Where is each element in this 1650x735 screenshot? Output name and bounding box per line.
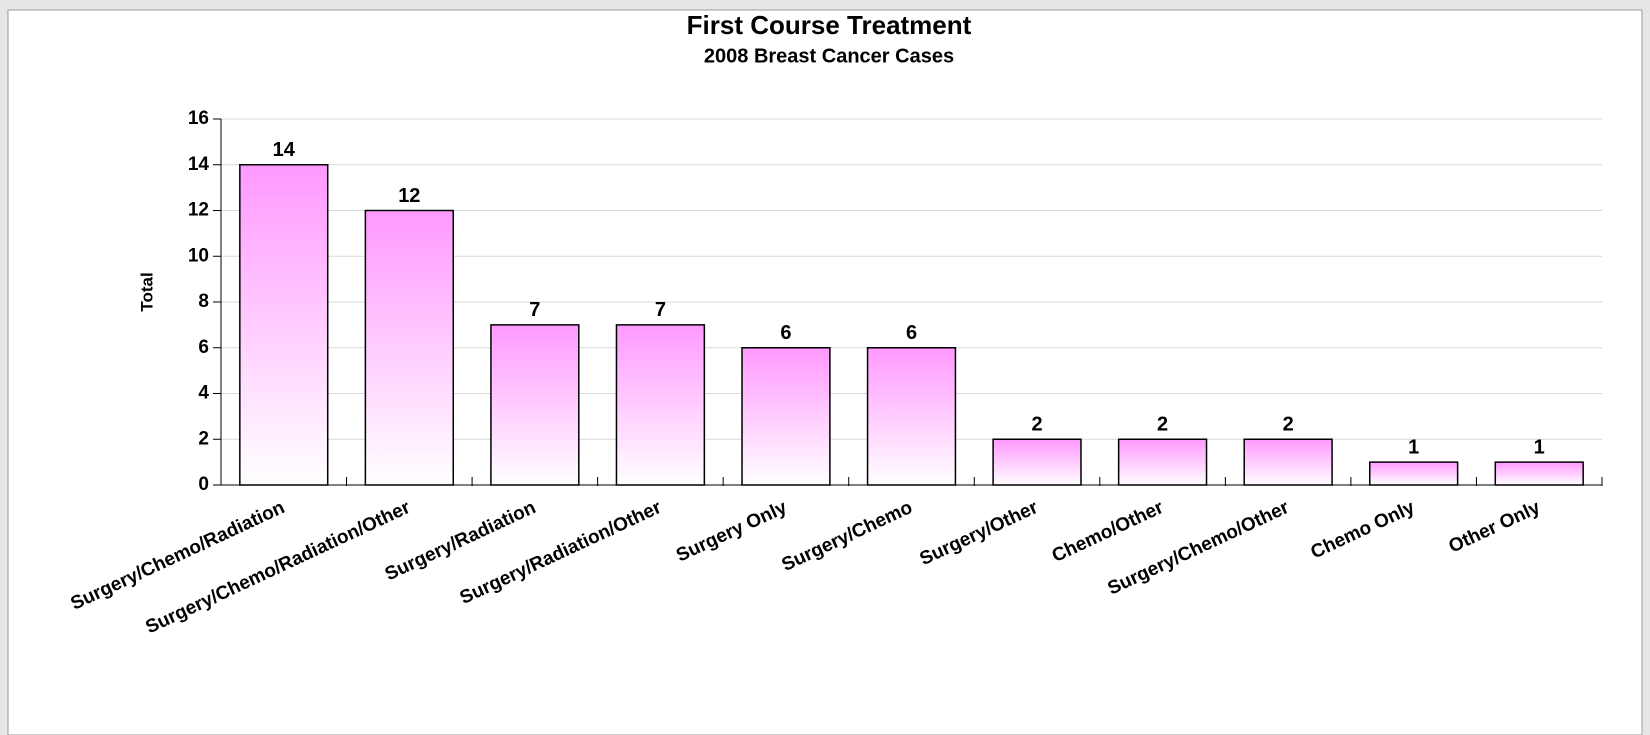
y-axis-label: Total — [137, 272, 156, 311]
bar — [1117, 438, 1208, 486]
data-label: 2 — [1157, 414, 1168, 436]
y-tick-label: 0 — [198, 474, 209, 495]
y-tick-label: 8 — [198, 291, 209, 312]
y-tick-label: 6 — [198, 337, 209, 358]
bar — [1368, 461, 1459, 486]
y-tick-label: 10 — [188, 245, 209, 266]
data-label: 2 — [1031, 414, 1042, 436]
bar — [1494, 461, 1584, 486]
y-tick-label: 4 — [198, 383, 209, 404]
data-label: 14 — [273, 139, 296, 161]
bar — [490, 324, 580, 486]
data-label: 2 — [1283, 414, 1294, 436]
bar — [992, 438, 1082, 486]
data-label: 7 — [655, 299, 666, 321]
y-tick-label: 12 — [188, 200, 209, 221]
y-tick-label: 14 — [188, 154, 210, 175]
data-label: 6 — [906, 322, 917, 344]
data-label: 7 — [529, 299, 540, 321]
data-label: 12 — [398, 185, 420, 207]
chart-subtitle: 2008 Breast Cancer Cases — [704, 45, 954, 67]
data-label: 1 — [1408, 436, 1419, 458]
bar — [239, 164, 329, 486]
bar — [364, 209, 455, 486]
data-label: 1 — [1534, 436, 1545, 458]
bar — [1243, 438, 1333, 486]
bar — [866, 347, 957, 486]
bar — [615, 324, 706, 486]
bar — [741, 347, 831, 486]
chart-title: First Course Treatment — [687, 10, 972, 40]
y-tick-label: 2 — [198, 428, 209, 449]
data-label: 6 — [780, 322, 791, 344]
y-tick-label: 16 — [188, 108, 209, 129]
